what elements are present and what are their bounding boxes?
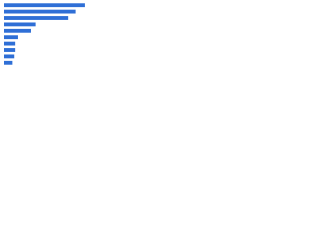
bar (4, 16, 69, 20)
bar (4, 9, 76, 14)
bar (4, 54, 15, 59)
chart (4, 3, 85, 65)
bar (4, 35, 18, 40)
bar (4, 3, 85, 8)
bar (4, 22, 36, 27)
bar (4, 28, 31, 33)
bar (4, 60, 13, 65)
bar (4, 48, 16, 52)
page: (() => { const data = JSON.parse(documen… (0, 0, 320, 71)
bar (4, 41, 16, 46)
